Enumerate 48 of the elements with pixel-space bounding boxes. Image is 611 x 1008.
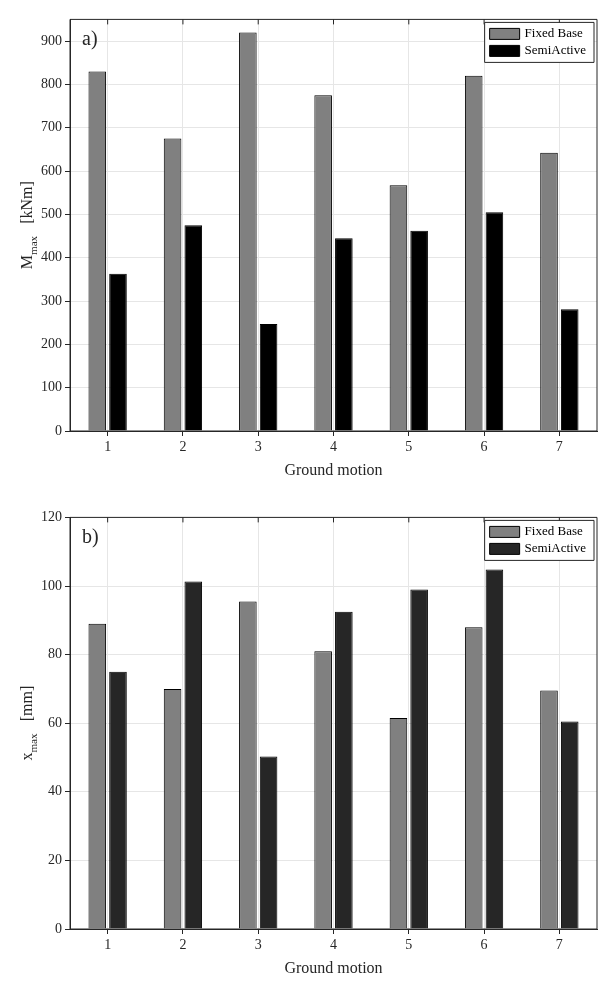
bar [485,212,504,431]
y-tick-label: 40 [48,783,62,799]
bar [560,309,579,431]
y-tick-label: 100 [41,379,62,395]
legend-label: SemiActive [524,42,587,58]
y-axis-title: xmax [mm] [18,685,39,761]
x-tick-label: 6 [480,937,488,953]
x-tick-label: 1 [104,439,112,455]
y-tick-label: 800 [41,76,62,92]
x-axis-title: Ground motion [284,460,383,478]
x-tick-label: 4 [330,937,337,953]
x-tick-label: 7 [555,937,563,953]
x-tick-label: 3 [254,439,262,455]
bar [109,273,127,431]
bar [410,230,428,431]
y-tick-label: 120 [41,509,62,525]
y-tick-label: 200 [41,336,62,352]
x-axis-title: Ground motion [284,958,383,976]
bar [259,323,278,431]
x-tick-label: 1 [104,937,112,953]
x-tick-label: 5 [405,439,413,455]
legend-label: Fixed Base [524,523,583,539]
x-tick-label: 2 [179,937,187,953]
legend-label: SemiActive [524,540,587,556]
y-axis-title: Mmax [kNm] [18,181,39,270]
y-tick-label: 300 [41,292,62,308]
y-tick-label: 900 [41,32,62,48]
x-tick-label: 6 [480,439,488,455]
annotation: a) [82,26,98,50]
y-tick-label: 600 [41,162,62,178]
x-tick-label: 2 [179,439,187,455]
annotation: b) [82,524,99,548]
x-tick-label: 4 [330,439,337,455]
legend-label: Fixed Base [524,25,583,41]
y-tick-label: 700 [41,119,62,135]
y-tick-label: 80 [48,646,62,662]
bar [335,238,353,431]
y-tick-label: 100 [41,577,62,593]
x-tick-label: 3 [254,937,262,953]
y-tick-label: 400 [41,249,62,265]
x-tick-label: 5 [405,937,413,953]
bar [184,225,203,431]
y-tick-label: 0 [55,920,62,936]
y-tick-label: 60 [48,714,62,730]
y-tick-label: 500 [41,206,62,222]
y-tick-label: 0 [55,422,62,438]
y-tick-label: 20 [48,852,62,868]
x-tick-label: 7 [555,439,563,455]
